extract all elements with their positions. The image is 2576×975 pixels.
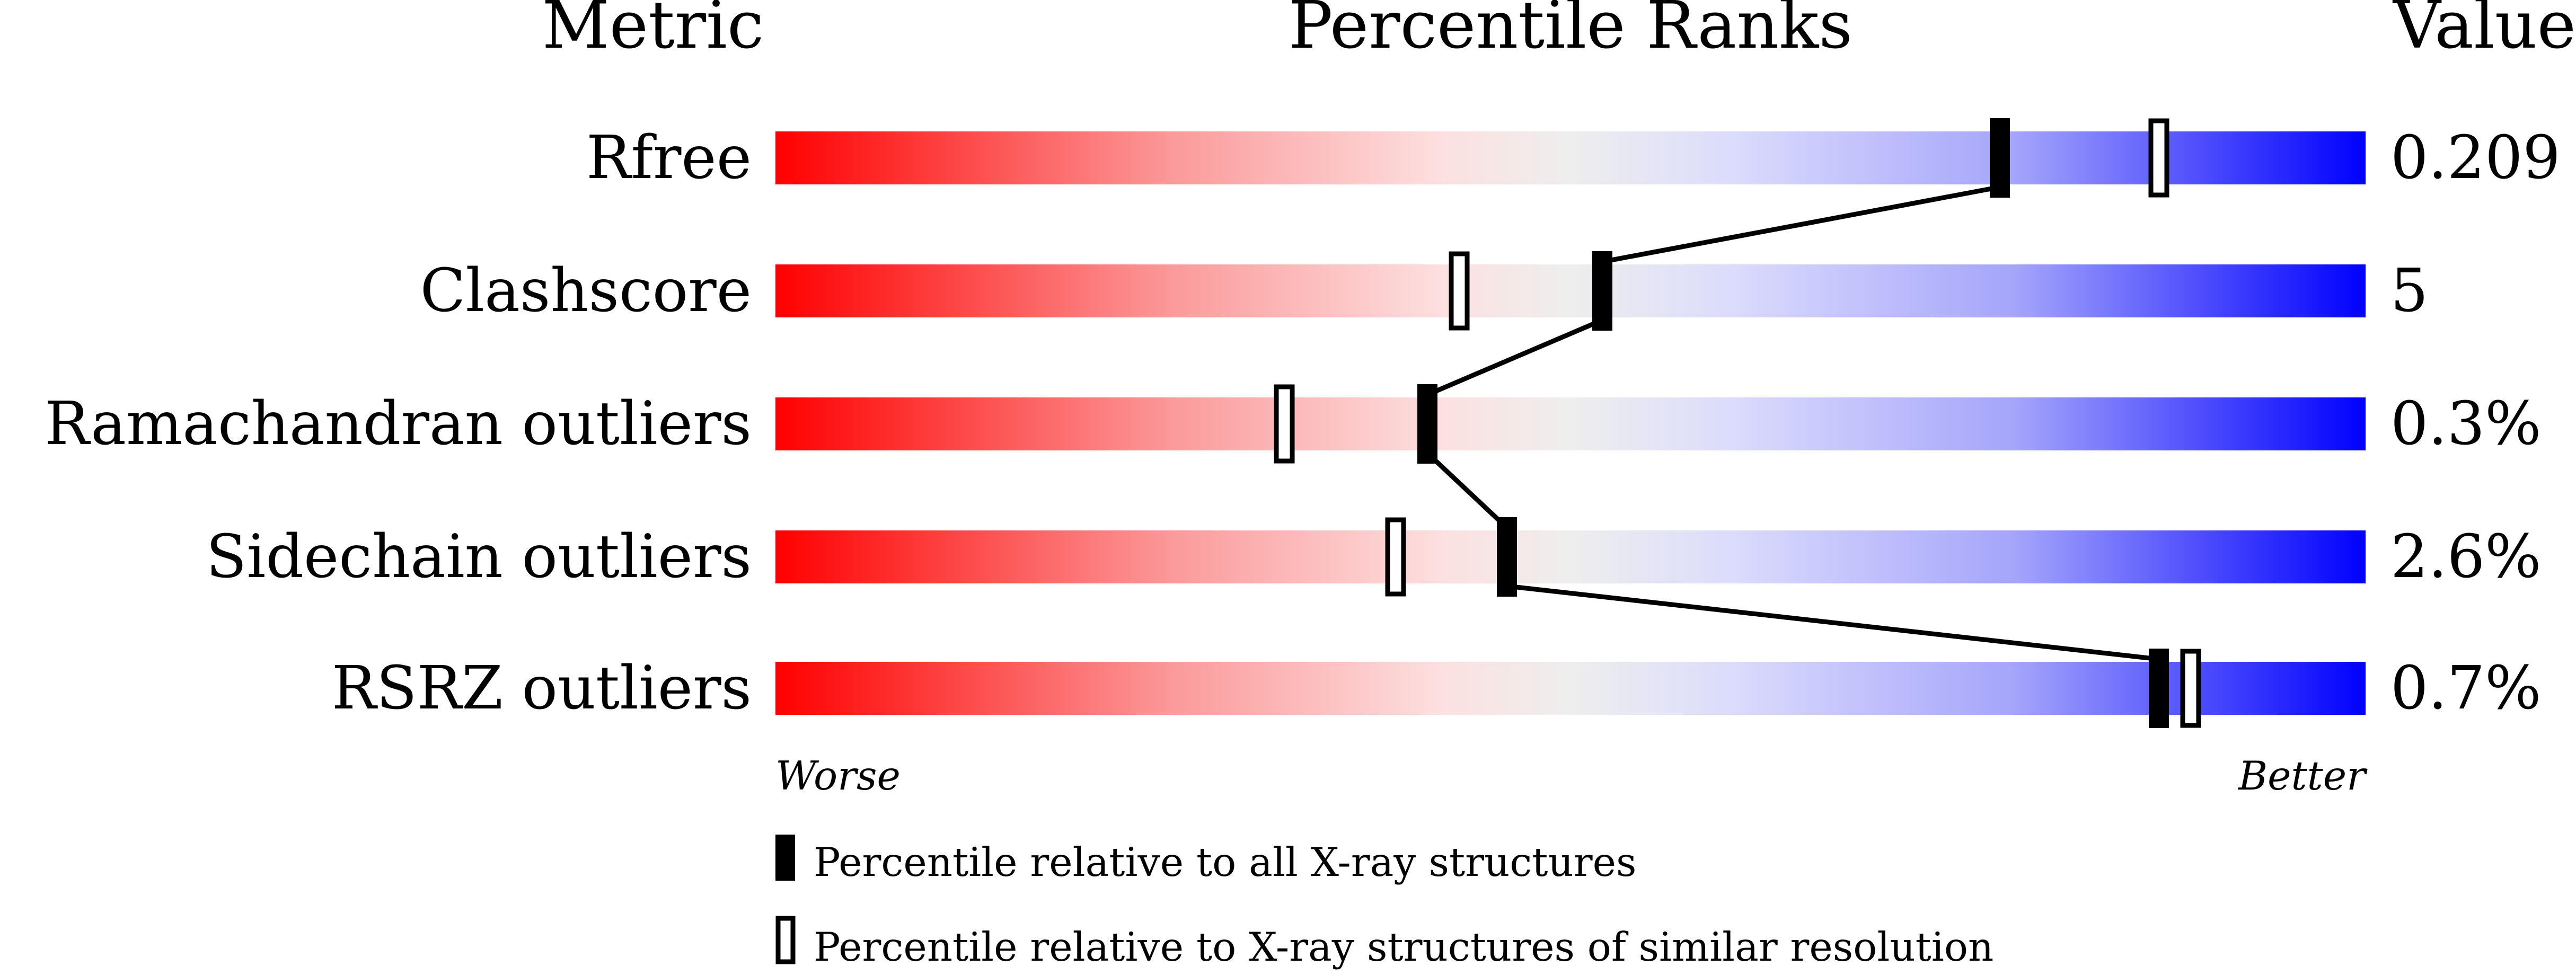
all-structures-marker — [1592, 251, 1612, 331]
header-value: Value — [2392, 0, 2576, 64]
percentile-bar — [775, 530, 2366, 583]
metric-value: 0.209 — [2390, 123, 2561, 192]
legend-open-label: Percentile relative to X-ray structures … — [814, 924, 1993, 970]
all-structures-marker — [2149, 649, 2169, 728]
legend-open-marker — [775, 916, 796, 964]
worse-label: Worse — [775, 752, 901, 799]
similar-resolution-marker — [1274, 384, 1295, 464]
metric-label: RSRZ outliers — [332, 654, 752, 723]
legend-filled-marker — [775, 835, 795, 881]
percentile-bar — [775, 662, 2366, 715]
all-structures-marker — [1990, 118, 2010, 198]
similar-resolution-marker — [1449, 251, 1470, 331]
metric-label: Clashscore — [420, 256, 752, 325]
legend-filled-label: Percentile relative to all X-ray structu… — [814, 839, 1636, 885]
metric-label: Ramachandran outliers — [45, 389, 752, 458]
metric-label: Sidechain outliers — [206, 522, 752, 591]
metric-label: Rfree — [586, 123, 752, 192]
better-label: Better — [2237, 752, 2368, 799]
percentile-bar — [775, 264, 2366, 317]
similar-resolution-marker — [2180, 649, 2201, 728]
percentile-bar — [775, 397, 2366, 450]
all-structures-marker — [1417, 384, 1437, 464]
percentile-bar — [775, 131, 2366, 184]
metric-value: 0.3% — [2390, 389, 2542, 458]
all-structures-marker — [1497, 517, 1517, 597]
similar-resolution-marker — [2148, 118, 2169, 198]
metric-value: 5 — [2390, 256, 2428, 325]
metric-value: 2.6% — [2390, 522, 2542, 591]
header-metric: Metric — [542, 0, 764, 64]
header-percentile-ranks: Percentile Ranks — [1289, 0, 1852, 64]
similar-resolution-marker — [1385, 517, 1406, 597]
metric-value: 0.7% — [2390, 654, 2542, 723]
